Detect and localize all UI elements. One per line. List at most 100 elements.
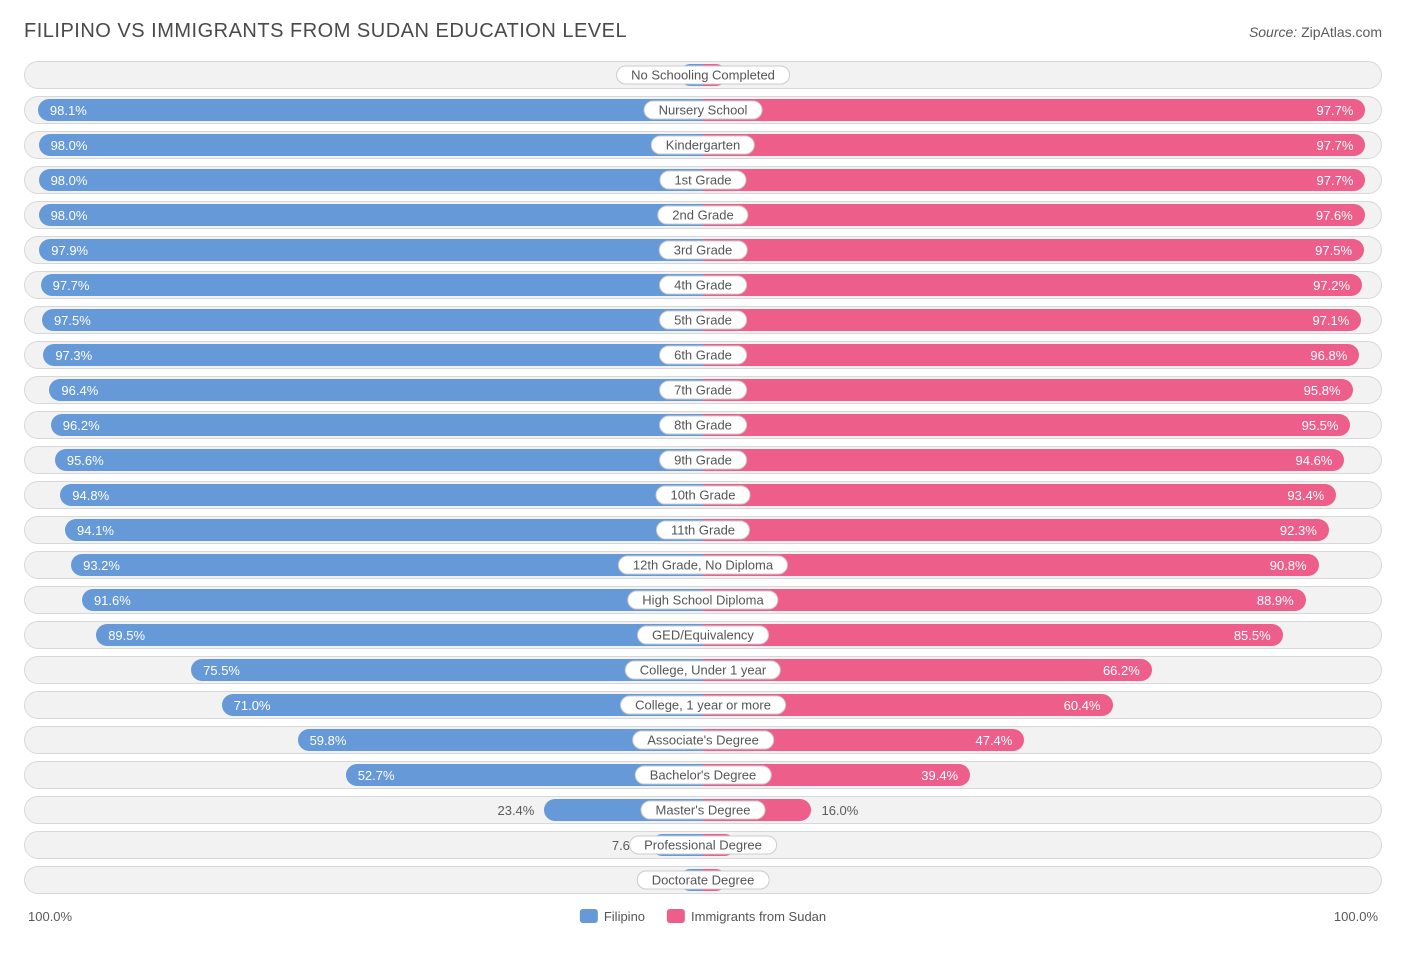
bar-left: 91.6% [82,589,703,611]
chart-row: 75.5% 66.2% College, Under 1 year [24,656,1382,684]
bar-value-left: 97.3% [55,348,92,363]
bar-right: 94.6% [703,449,1344,471]
bar-value-left: 98.0% [51,208,88,223]
category-label: 10th Grade [655,486,750,505]
bar-value-right: 95.8% [1304,383,1341,398]
chart-header: FILIPINO VS IMMIGRANTS FROM SUDAN EDUCAT… [24,20,1382,43]
chart-row: 52.7%39.4%Bachelor's Degree [24,761,1382,789]
bar-value-left: 75.5% [203,663,240,678]
bar-left: 96.2% [51,414,703,436]
bar-right: 97.2% [703,274,1362,296]
chart-row: 89.5%85.5%GED/Equivalency [24,621,1382,649]
bar-value-right: 66.2% [1103,663,1140,678]
source-value: ZipAtlas.com [1301,24,1382,40]
legend-swatch [580,909,598,923]
chart-row: 96.2% 95.5% 8th Grade [24,411,1382,439]
chart-row: 98.1% 97.7%Nursery School [24,96,1382,124]
category-label: College, 1 year or more [620,696,786,715]
category-label: Kindergarten [651,136,755,155]
bar-value-left: 94.1% [77,523,114,538]
bar-value-right: 97.1% [1312,313,1349,328]
category-label: 3rd Grade [659,241,748,260]
bar-left: 98.0% [39,204,703,226]
category-label: 9th Grade [659,451,747,470]
bar-value-left: 94.8% [72,488,109,503]
bar-right: 97.7% [703,99,1365,121]
bar-left: 97.9% [39,239,703,261]
chart-row: 97.7% 97.2%4th Grade [24,271,1382,299]
bar-left: 97.3% [43,344,703,366]
category-label: 8th Grade [659,416,747,435]
category-label: Nursery School [644,101,763,120]
bar-left: 93.2% [71,554,703,576]
legend-swatch [667,909,685,923]
chart-rows: 2.0%2.3%No Schooling Completed 98.1% 97.7%… [24,61,1382,894]
bar-value-left: 97.5% [54,313,91,328]
bar-right: 85.5% [703,624,1283,646]
bar-value-left: 59.8% [310,733,347,748]
legend-label: Filipino [604,909,645,924]
legend-item-filipino: Filipino [580,909,645,924]
bar-value-left: 71.0% [234,698,271,713]
chart-row: 97.3%96.8%6th Grade [24,341,1382,369]
bar-right: 93.4% [703,484,1336,506]
bar-value-left: 98.0% [51,173,88,188]
bar-value-right: 85.5% [1234,628,1271,643]
category-label: 11th Grade [656,521,750,540]
bar-value-left: 91.6% [94,593,131,608]
chart-row: 2.0%2.3%No Schooling Completed [24,61,1382,89]
bar-left: 98.0% [39,169,703,191]
bar-left: 94.1% [65,519,703,541]
bar-value-right: 92.3% [1280,523,1317,538]
bar-value-right: 39.4% [921,768,958,783]
bar-value-right: 95.5% [1302,418,1339,433]
chart-row: 95.6% 94.6%9th Grade [24,446,1382,474]
chart-footer: 100.0% Filipino Immigrants from Sudan 10… [24,904,1382,928]
chart-row: 71.0%60.4%College, 1 year or more [24,691,1382,719]
bar-right: 90.8% [703,554,1319,576]
bar-value-right: 88.9% [1257,593,1294,608]
bar-value-left: 97.9% [51,243,88,258]
category-label: No Schooling Completed [616,66,790,85]
chart-row: 96.4% 95.8% 7th Grade [24,376,1382,404]
chart-row: 98.0%97.7%1st Grade [24,166,1382,194]
category-label: 12th Grade, No Diploma [618,556,788,575]
bar-left: 89.5% [96,624,703,646]
bar-value-right: 16.0% [811,803,868,818]
chart-row: 94.1% 92.3% 11th Grade [24,516,1382,544]
category-label: College, Under 1 year [625,661,781,680]
category-label: Associate's Degree [632,731,774,750]
bar-right: 92.3% [703,519,1329,541]
bar-right: 97.1% [703,309,1361,331]
source-attribution: Source: ZipAtlas.com [1249,24,1382,40]
source-label: Source: [1249,24,1297,40]
chart-row: 97.9% 97.5% 3rd Grade [24,236,1382,264]
legend-item-sudan: Immigrants from Sudan [667,909,826,924]
category-label: 5th Grade [659,311,747,330]
bar-left: 98.1% [38,99,703,121]
bar-value-left: 98.0% [51,138,88,153]
bar-value-left: 98.1% [50,103,87,118]
bar-left: 95.6% [55,449,703,471]
bar-value-right: 97.5% [1315,243,1352,258]
bar-left: 96.4% [49,379,703,401]
category-label: 6th Grade [659,346,747,365]
category-label: Master's Degree [641,801,766,820]
category-label: 2nd Grade [657,206,748,225]
category-label: Professional Degree [629,836,777,855]
bar-value-right: 47.4% [975,733,1012,748]
bar-left: 97.5% [42,309,703,331]
bar-value-left: 95.6% [67,453,104,468]
bar-value-left: 23.4% [487,803,544,818]
chart-row: 94.8% 93.4%10th Grade [24,481,1382,509]
bar-value-left: 96.2% [63,418,100,433]
category-label: 4th Grade [659,276,747,295]
bar-left: 94.8% [60,484,703,506]
category-label: 7th Grade [659,381,747,400]
bar-right: 97.6% [703,204,1365,226]
bar-value-right: 97.6% [1316,208,1353,223]
bar-value-left: 96.4% [61,383,98,398]
bar-value-left: 97.7% [53,278,90,293]
bar-value-right: 90.8% [1270,558,1307,573]
bar-value-left: 93.2% [83,558,120,573]
